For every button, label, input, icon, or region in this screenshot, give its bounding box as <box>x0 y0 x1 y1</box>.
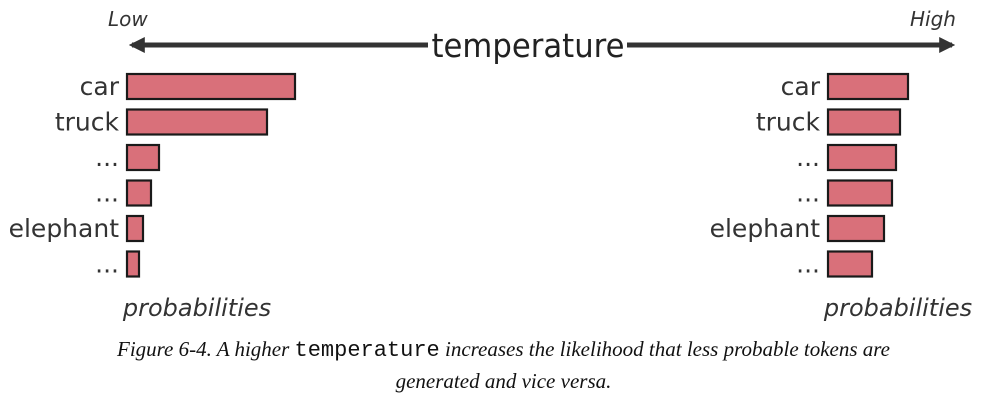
high-bar-3 <box>826 179 894 207</box>
caption-line-1: Figure 6-4. A higher temperature increas… <box>0 334 1007 366</box>
low-label: Low <box>108 7 148 31</box>
high-x-axis-label: probabilities <box>823 294 972 322</box>
high-category-label-0: car <box>781 72 821 101</box>
high-bar-0 <box>826 72 910 101</box>
high-category-label-1: truck <box>756 108 821 137</box>
low-x-axis-label: probabilities <box>122 294 271 322</box>
caption-code: temperature <box>294 338 440 363</box>
figure-caption: Figure 6-4. A higher temperature increas… <box>0 334 1007 397</box>
low-bar-4 <box>125 214 145 243</box>
low-category-label-2: ... <box>95 143 119 172</box>
high-category-label-4: elephant <box>710 214 821 243</box>
high-bar-4 <box>826 214 886 243</box>
low-category-label-1: truck <box>55 108 120 137</box>
low-bar-1 <box>125 108 269 136</box>
low-category-label-0: car <box>80 72 120 101</box>
caption-prefix: Figure 6-4. A higher <box>117 337 295 361</box>
high-bar-2 <box>826 143 898 172</box>
caption-line1-rest: increases the likelihood that less proba… <box>439 337 890 361</box>
low-category-label-3: ... <box>95 179 119 208</box>
caption-line-2: generated and vice versa. <box>395 369 612 393</box>
low-category-label-4: elephant <box>9 214 120 243</box>
high-bar-1 <box>826 108 902 136</box>
low-bar-5 <box>125 250 141 278</box>
high-category-label-2: ... <box>796 143 820 172</box>
low-bar-0 <box>125 72 297 101</box>
high-label: High <box>910 7 956 31</box>
high-category-label-5: ... <box>796 250 820 279</box>
low-category-label-5: ... <box>95 250 119 279</box>
low-bar-2 <box>125 143 161 172</box>
low-bar-3 <box>125 179 153 207</box>
high-bar-5 <box>826 250 874 278</box>
temperature-figure: Low High temperature car truck...... eleph… <box>9 7 973 322</box>
temperature-axis-label: temperature <box>432 26 625 65</box>
high-category-label-3: ... <box>796 179 820 208</box>
